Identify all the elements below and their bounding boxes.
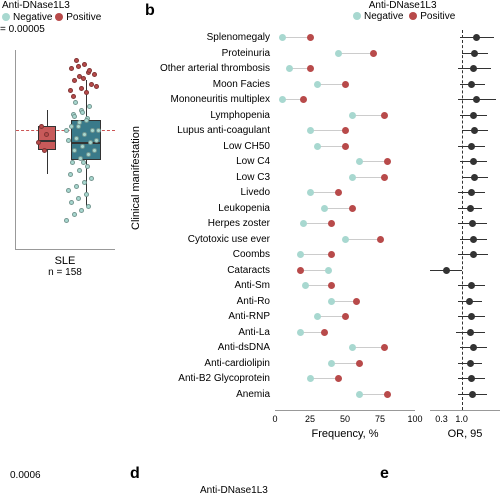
manifestation-label: Other arterial thrombosis <box>145 61 270 77</box>
or-plot <box>430 30 500 410</box>
manifestation-label: Anti-cardiolipin <box>145 356 270 372</box>
panel-d-label: d <box>130 465 140 483</box>
or-axis-title: OR, 95 <box>430 428 500 440</box>
manifestation-label: Lymphopenia <box>145 108 270 124</box>
legend-b-neg: Negative <box>364 11 403 22</box>
panel-e-label: e <box>380 465 389 483</box>
freq-axis-title: Frequency, % <box>275 428 415 440</box>
manifestation-label: Livedo <box>145 185 270 201</box>
panel-d-text: Anti-DNase1L3 <box>200 485 268 496</box>
manifestation-label: Proteinuria <box>145 46 270 62</box>
manifestation-label: Anti-B2 Glycoprotein <box>145 371 270 387</box>
legend-neg-label: Negative <box>13 12 52 23</box>
manifestation-label: Splenomegaly <box>145 30 270 46</box>
or-axis: 0.31.0 <box>430 410 500 411</box>
legend-b-title: Anti-DNase1L3 <box>350 0 455 11</box>
manifestation-label: Low CH50 <box>145 139 270 155</box>
manifestation-label: Cataracts <box>145 263 270 279</box>
freq-axis: 0255075100 <box>275 410 415 411</box>
manifestation-label: Herpes zoster <box>145 216 270 232</box>
manifestation-label: Anti-Sm <box>145 278 270 294</box>
legend-a-title: Anti-DNase1L3 <box>2 0 101 12</box>
manifestation-label: Leukopenia <box>145 201 270 217</box>
pvalue-a: = 0.00005 <box>0 24 45 35</box>
panel-a-boxplot: Anti-DNase1L3 Negative Positive = 0.0000… <box>0 0 130 300</box>
legend-pos-dot <box>55 13 63 21</box>
legend-a: Anti-DNase1L3 Negative Positive <box>2 0 101 24</box>
legend-b-pos-dot <box>409 12 417 20</box>
manifestation-label: Anemia <box>145 387 270 403</box>
legend-pos-label: Positive <box>66 12 101 23</box>
manifestation-label: Anti-RNP <box>145 309 270 325</box>
frequency-plot <box>275 30 415 410</box>
manifestation-label: Moon Facies <box>145 77 270 93</box>
bottom-pvalue: 0.0006 <box>10 470 41 481</box>
manifestation-label: Cytotoxic use ever <box>145 232 270 248</box>
manifestation-label: Low C3 <box>145 170 270 186</box>
legend-b-neg-dot <box>353 12 361 20</box>
panel-b: Anti-DNase1L3 Negative Positive Clinical… <box>140 0 500 460</box>
legend-neg-dot <box>2 13 10 21</box>
manifestation-label: Lupus anti-coagulant <box>145 123 270 139</box>
manifestation-label: Coombs <box>145 247 270 263</box>
x-axis-label: SLE n = 158 <box>15 255 115 278</box>
manifestation-label: Mononeuritis multiplex <box>145 92 270 108</box>
box-plot-area <box>15 50 115 250</box>
manifestation-label: Anti-dsDNA <box>145 340 270 356</box>
legend-b: Anti-DNase1L3 Negative Positive <box>350 0 455 22</box>
manifestation-labels: SplenomegalyProteinuriaOther arterial th… <box>145 30 270 402</box>
legend-b-pos: Positive <box>420 11 455 22</box>
manifestation-label: Anti-La <box>145 325 270 341</box>
manifestation-label: Anti-Ro <box>145 294 270 310</box>
manifestation-label: Low C4 <box>145 154 270 170</box>
y-axis-title: Clinical manifestation <box>130 126 142 230</box>
